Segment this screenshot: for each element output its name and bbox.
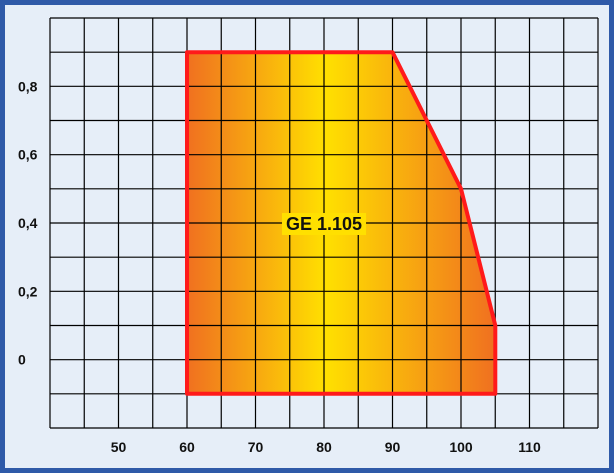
grid-lines [49,17,599,429]
series-label: GE 1.105 [286,214,362,234]
x-axis-ticks: 50 60 70 80 90 100 110 [111,439,541,455]
y-tick-label: 0,4 [18,215,38,231]
y-tick-label: 0,6 [18,147,38,163]
x-tick-label: 100 [449,439,473,455]
y-tick-label: 0,2 [18,283,38,299]
y-tick-label: 0 [18,352,26,368]
x-tick-label: 80 [316,439,332,455]
x-tick-label: 60 [179,439,195,455]
y-tick-label: 0,8 [18,78,38,94]
x-tick-label: 50 [111,439,127,455]
x-tick-label: 70 [248,439,264,455]
series-label-background [281,213,367,235]
y-axis-ticks: 0 0,2 0,4 0,6 0,8 [18,78,38,367]
series-labels: GE 1.105 [281,213,367,235]
x-tick-label: 90 [385,439,401,455]
x-tick-label: 110 [518,439,541,455]
envelope-outline-0 [185,50,498,396]
